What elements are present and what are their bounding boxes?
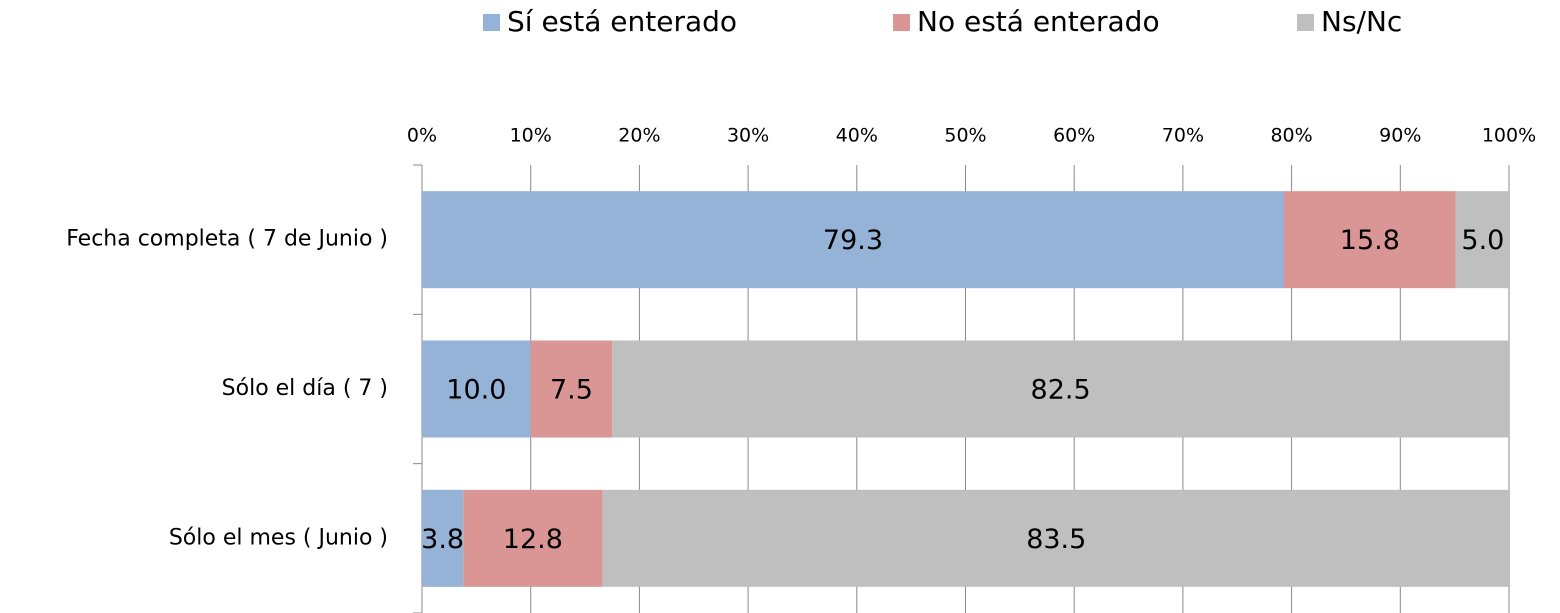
x-tick-label: 30%: [727, 125, 769, 147]
legend-label: No está enterado: [917, 5, 1160, 38]
value-label: 3.8: [421, 524, 464, 555]
x-tick-label: 20%: [618, 125, 660, 147]
bar-segment: [463, 489, 603, 587]
legend-swatch: [1297, 14, 1314, 31]
x-tick-label: 80%: [1270, 125, 1312, 147]
value-label: 83.5: [1026, 524, 1086, 555]
x-tick-label: 50%: [944, 125, 986, 147]
value-label: 79.3: [823, 225, 883, 256]
bar-segment: [422, 340, 531, 438]
x-tick-label: 70%: [1162, 125, 1204, 147]
legend-label: Sí está enterado: [507, 5, 737, 38]
value-label: 82.5: [1031, 375, 1091, 406]
y-tick-label: Sólo el día ( 7 ): [222, 376, 388, 401]
x-tick-label: 10%: [510, 125, 552, 147]
value-label: 15.8: [1340, 225, 1400, 256]
x-tick-label: 60%: [1053, 125, 1095, 147]
bar-segment: [530, 340, 613, 438]
bar-segment: [602, 489, 1511, 587]
legend-label: Ns/Nc: [1321, 5, 1402, 38]
x-tick-label: 90%: [1379, 125, 1421, 147]
legend-swatch: [483, 14, 500, 31]
bar-segment: [422, 191, 1284, 289]
value-label: 7.5: [550, 375, 593, 406]
y-tick-label: Sólo el mes ( Junio ): [169, 525, 388, 550]
bar-segment: [1455, 191, 1511, 289]
y-tick-label: Fecha completa ( 7 de Junio ): [66, 227, 388, 252]
legend-swatch: [893, 14, 910, 31]
x-tick-label: 0%: [407, 125, 437, 147]
value-label: 5.0: [1461, 225, 1504, 256]
value-label: 12.8: [503, 524, 563, 555]
x-tick-label: 40%: [836, 125, 878, 147]
bar-segment: [422, 489, 464, 587]
value-label: 10.0: [446, 375, 506, 406]
bar-segment: [1283, 191, 1456, 289]
bar-segment: [612, 340, 1509, 438]
x-tick-label: 100%: [1482, 125, 1536, 147]
